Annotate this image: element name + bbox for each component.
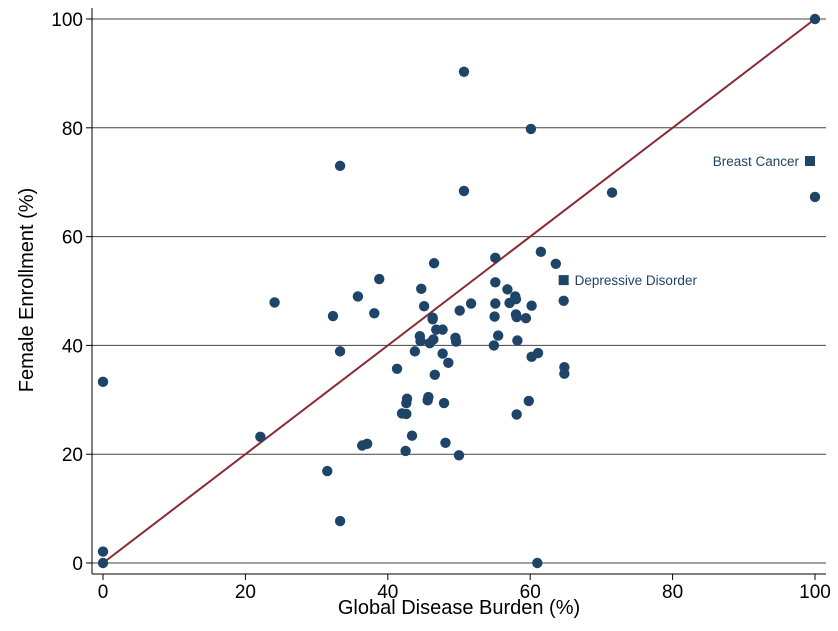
scatter-point	[488, 340, 500, 351]
scatter-point	[809, 191, 821, 203]
scatter-point	[550, 258, 562, 269]
scatter-point	[418, 301, 430, 312]
scatter-point	[465, 298, 477, 309]
scatter-point	[391, 363, 403, 374]
scatter-point	[322, 465, 333, 477]
highlight-marker	[805, 155, 816, 166]
scatter-point	[606, 187, 618, 198]
scatter-point	[520, 313, 532, 324]
y-tick-label: 20	[62, 445, 83, 466]
scatter-point	[450, 336, 462, 347]
scatter-point	[437, 324, 448, 335]
scatter-point	[512, 335, 523, 346]
scatter-point	[523, 395, 534, 407]
scatter-point	[443, 357, 454, 369]
scatter-point	[454, 305, 465, 316]
scatter-point	[428, 334, 439, 345]
scatter-point	[511, 409, 522, 420]
y-tick-label: 0	[72, 554, 83, 575]
scatter-point	[558, 295, 569, 306]
scatter-point	[97, 376, 109, 388]
scatter-point	[490, 277, 501, 288]
scatter-point	[428, 258, 440, 269]
scatter-point	[255, 431, 266, 442]
y-axis-ticks: 0 20 40 60 80 100	[51, 10, 92, 575]
scatter-point	[490, 298, 501, 309]
scatter-point	[489, 311, 500, 322]
scatter-point	[532, 347, 544, 359]
scatter-point	[400, 445, 411, 457]
y-tick-label: 100	[51, 10, 83, 31]
scatter-point	[401, 393, 413, 404]
x-tick-label: 0	[98, 582, 109, 603]
scatter-point	[269, 297, 280, 308]
data-points	[97, 13, 821, 569]
highlight-label: Breast Cancer	[713, 154, 800, 169]
scatter-point	[409, 346, 421, 357]
x-tick-label: 20	[235, 582, 256, 603]
x-axis-label: Global Disease Burden (%)	[338, 597, 580, 619]
x-tick-label: 100	[799, 582, 831, 603]
scatter-point	[532, 557, 543, 569]
highlight-label: Depressive Disorder	[575, 273, 698, 288]
scatter-point	[415, 335, 426, 347]
scatter-point	[423, 391, 434, 403]
scatter-point	[809, 13, 821, 25]
scatter-point	[437, 348, 448, 359]
scatter-point	[416, 283, 427, 295]
scatter-point	[97, 546, 109, 557]
scatter-point	[490, 252, 501, 264]
y-tick-label: 40	[62, 336, 83, 357]
scatter-point	[511, 311, 522, 323]
scatter-point	[361, 438, 373, 450]
scatter-point	[453, 450, 465, 461]
scatter-point	[559, 368, 570, 379]
scatter-point	[97, 557, 109, 569]
plot-frame	[91, 8, 826, 575]
scatter-point	[535, 246, 547, 258]
scatter-point	[401, 408, 412, 420]
reference-line-group	[102, 18, 816, 564]
scatter-point	[440, 437, 451, 448]
scatter-point	[502, 284, 513, 295]
scatter-point	[510, 293, 522, 305]
scatter-point	[429, 369, 440, 380]
scatter-point	[438, 397, 450, 409]
scatter-point	[406, 430, 418, 441]
y-tick-label: 60	[62, 228, 83, 249]
highlight-marker	[558, 275, 569, 286]
highlighted-points: Breast Cancer Depressive Disorder	[558, 154, 816, 288]
scatter-point	[458, 185, 470, 197]
scatter-point	[525, 123, 537, 135]
x-tick-label: 60	[520, 582, 541, 603]
scatter-point	[458, 66, 470, 77]
scatter-point	[526, 300, 537, 311]
x-tick-label: 40	[377, 582, 398, 603]
scatter-point	[352, 291, 364, 302]
scatter-point	[334, 515, 346, 527]
scatter-point	[334, 346, 346, 357]
y-tick-label: 80	[62, 119, 83, 140]
scatter-point	[369, 308, 380, 319]
scatter-point	[492, 330, 504, 341]
y-axis-label: Female Enrollment (%)	[16, 188, 38, 393]
x-axis-ticks: 0 20 40 60 80 100	[98, 574, 831, 603]
x-tick-label: 80	[662, 582, 683, 603]
scatter-point	[427, 312, 438, 323]
scatter-point	[374, 273, 385, 285]
scatter-point	[334, 160, 346, 172]
reference-line	[102, 18, 816, 564]
scatter-point	[327, 310, 339, 322]
